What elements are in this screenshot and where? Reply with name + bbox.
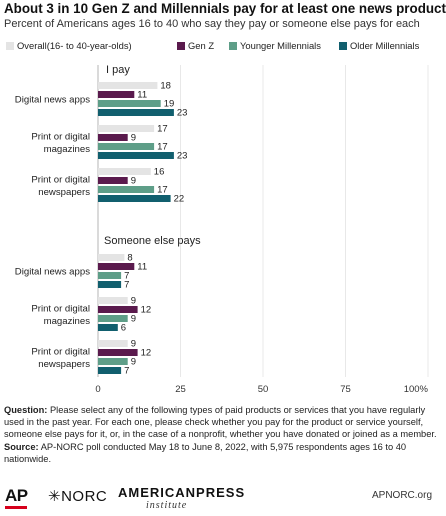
data-label: 7 [124, 271, 129, 282]
legend-swatch-overall [6, 41, 14, 50]
panel-label: I pay [106, 64, 130, 76]
category-label: newspapers [38, 187, 90, 198]
x-tick-label: 75 [340, 384, 351, 395]
legend-swatch-older-millennials [339, 41, 347, 50]
data-label: 9 [131, 176, 136, 187]
question-label: Question: [4, 405, 48, 415]
bar [98, 186, 155, 193]
category-label: Print or digital [31, 174, 90, 185]
data-label: 17 [157, 185, 168, 196]
data-label: 6 [121, 323, 126, 334]
category-label: newspapers [38, 359, 90, 370]
data-label: 23 [177, 151, 188, 162]
data-label: 7 [124, 366, 129, 377]
data-label: 9 [131, 314, 136, 325]
category-label: Digital news apps [15, 267, 90, 278]
bar [98, 100, 161, 107]
legend-swatch-younger-millennials [229, 41, 237, 50]
x-tick-label: 50 [258, 384, 269, 395]
bar [98, 254, 125, 261]
category-label: Digital news apps [15, 95, 90, 106]
data-label: 11 [137, 90, 147, 101]
bar [98, 168, 151, 175]
data-label: 17 [157, 142, 168, 153]
legend-label-older-millennials: Older Millennials [350, 40, 420, 51]
bar [98, 306, 138, 313]
bar [98, 367, 122, 374]
bar [98, 281, 122, 288]
x-tick-label: 100% [404, 384, 429, 395]
data-label: 8 [127, 253, 132, 264]
bar [98, 272, 122, 279]
category-label: Print or digital [31, 131, 90, 142]
bar [98, 109, 174, 116]
ap-logo-bar [5, 506, 27, 509]
legend-swatch-gen-z [177, 41, 185, 50]
category-label: magazines [44, 144, 91, 155]
legend-item-older-millennials: Older Millennials [339, 40, 419, 51]
bar [98, 315, 128, 322]
bar [98, 82, 158, 89]
bar [98, 263, 135, 270]
chart-title: About 3 in 10 Gen Z and Millennials pay … [4, 1, 446, 16]
data-label: 9 [131, 339, 136, 350]
data-label: 17 [157, 124, 168, 135]
category-label: magazines [44, 316, 91, 327]
data-label: 9 [131, 296, 136, 307]
bar [98, 134, 128, 141]
data-label: 12 [141, 348, 152, 359]
american-press-institute-subtitle: institute [146, 500, 188, 511]
data-label: 9 [131, 133, 136, 144]
data-label: 22 [174, 194, 185, 205]
legend-item-overall: Overall(16- to 40-year-olds) [6, 40, 132, 51]
data-label: 19 [164, 99, 175, 110]
site-url: APNORC.org [372, 490, 433, 501]
legend-item-younger-millennials: Younger Millennials [229, 40, 321, 51]
data-label: 12 [141, 305, 152, 316]
bar [98, 297, 128, 304]
source-text: AP-NORC poll conducted May 18 to June 8,… [4, 441, 407, 464]
category-label: Print or digital [31, 346, 90, 357]
x-tick-label: 25 [175, 384, 186, 395]
bar [98, 125, 155, 132]
question-text: Please select any of the following types… [4, 405, 437, 440]
chart-subtitle: Percent of Americans ages 16 to 40 who s… [4, 18, 420, 30]
ap-logo: AP [5, 486, 28, 505]
bar [98, 324, 118, 331]
data-label: 18 [160, 81, 171, 92]
data-label: 9 [131, 357, 136, 368]
data-label: 16 [154, 167, 165, 178]
source-label: Source: [4, 441, 39, 452]
legend-label-overall: Overall(16- to 40-year-olds) [17, 40, 132, 51]
bar [98, 91, 135, 98]
bar [98, 195, 171, 202]
american-press-institute-logo: AMERICANPRESS [118, 485, 246, 500]
footnote: Question: Please select any of the follo… [4, 404, 442, 465]
bar [98, 143, 155, 150]
panel-label: Someone else pays [104, 235, 201, 247]
bar [98, 349, 138, 356]
legend-label-younger-millennials: Younger Millennials [240, 40, 321, 51]
logo-row: AP ✳NORC AMERICANPRESS institute APNORC.… [0, 484, 446, 514]
norc-logo: ✳NORC [48, 488, 108, 505]
legend-item-gen-z: Gen Z [177, 40, 214, 51]
x-tick-label: 0 [95, 384, 100, 395]
legend: Overall(16- to 40-year-olds) Gen Z Young… [0, 40, 446, 54]
bar [98, 358, 128, 365]
bar [98, 340, 128, 347]
data-label: 11 [137, 262, 147, 273]
bar [98, 152, 174, 159]
data-label: 23 [177, 108, 188, 119]
category-label: Print or digital [31, 303, 90, 314]
data-label: 7 [124, 280, 129, 291]
legend-label-gen-z: Gen Z [188, 40, 215, 51]
bar [98, 177, 128, 184]
